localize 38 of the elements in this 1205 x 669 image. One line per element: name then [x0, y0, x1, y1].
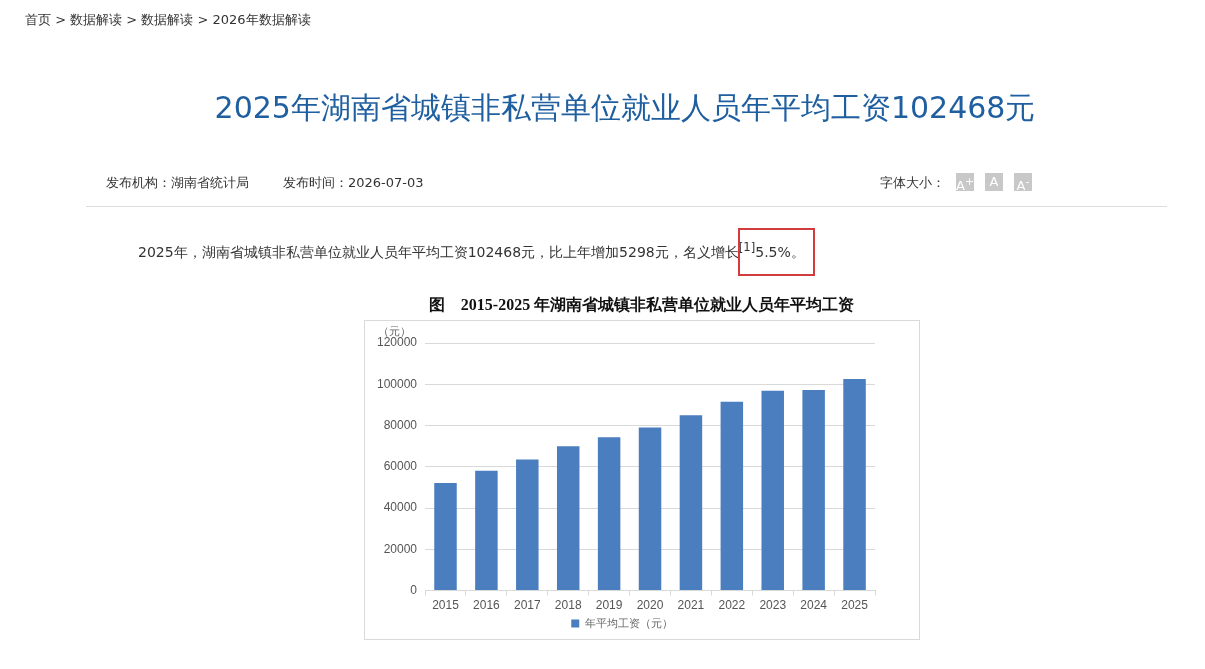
x-tick-label: 2018 [554, 598, 582, 613]
bar [475, 470, 498, 591]
x-tick-label: 2022 [718, 598, 746, 613]
y-tick-label: 120000 [377, 335, 418, 350]
text: 2025年，湖南省城镇非私营单位就业人员年平均工资102468元，比上年增加5298元，名义增长$^{[1]}$5.5%。 [138, 240, 805, 262]
x-tick-label: 2020 [636, 598, 664, 613]
chart-subtitle: 图 2015-2025 年湖南省城镇非私营单位就业人员年平均工资 [427, 295, 856, 315]
bar [679, 415, 703, 591]
y-tick-label: 40000 [383, 500, 418, 515]
bar [761, 390, 784, 591]
x-tick-label: 2016 [473, 598, 501, 613]
x-tick-label: 2017 [513, 598, 541, 613]
bar [516, 459, 539, 591]
x-tick-label: 2023 [759, 598, 787, 613]
text: 字体大小： [880, 174, 945, 192]
y-tick-label: 80000 [383, 417, 418, 432]
text: 首页 > 数据解读 > 数据解读 > 2026年数据解读 [25, 11, 311, 29]
bar [434, 482, 457, 591]
bar [843, 379, 866, 591]
bar [597, 437, 621, 591]
x-tick-label: 2021 [677, 598, 705, 613]
y-tick-label: 0 [410, 582, 418, 597]
chart-title: 2025年湖南省城镇非私营单位就业人员年平均工资102468元 [213, 89, 1037, 127]
x-tick-label: 2015 [432, 598, 460, 613]
bar [556, 446, 580, 591]
y-axis-title: （元） [378, 324, 411, 338]
x-tick-label: 2025 [841, 598, 869, 613]
text: 发布时间：2026-07-03 [283, 174, 424, 192]
y-tick-label: 60000 [383, 459, 418, 474]
bar [802, 390, 825, 591]
legend-label: 年平均工资（元） [584, 616, 673, 629]
bar [720, 401, 744, 591]
y-tick-label: 20000 [383, 541, 418, 556]
text: 发布机构：湖南省统计局 [106, 174, 249, 192]
y-tick-label: 100000 [377, 376, 418, 391]
x-tick-label: 2019 [595, 598, 623, 613]
bar [638, 427, 662, 591]
x-tick-label: 2024 [800, 598, 828, 613]
